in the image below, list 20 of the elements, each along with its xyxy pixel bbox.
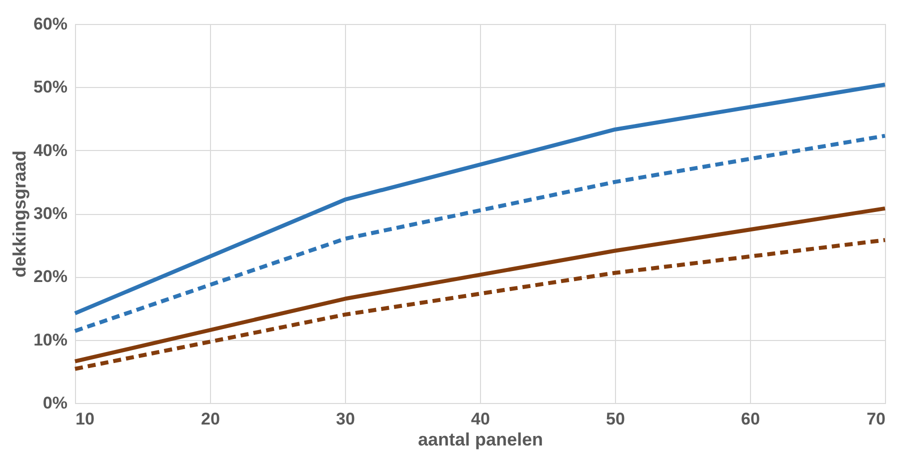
y-tick-label: 60% <box>33 14 68 34</box>
x-tick-label: 50 <box>606 410 625 428</box>
y-tick-label: 0% <box>42 394 68 412</box>
y-axis-title: dekkingsgraad <box>9 150 30 278</box>
x-tick-label: 20 <box>201 410 220 428</box>
line-series <box>73 238 887 371</box>
line-series <box>73 82 887 316</box>
line-series <box>73 134 887 333</box>
y-tick-label: 20% <box>33 267 68 286</box>
x-tick-label: 60 <box>741 410 760 428</box>
x-tick-label: 40 <box>471 410 490 428</box>
x-axis-title: aantal panelen <box>418 430 544 450</box>
line-series <box>73 206 887 364</box>
x-tick-label: 70 <box>866 410 886 428</box>
x-tick-label: 30 <box>336 410 355 428</box>
y-tick-label: 30% <box>33 204 68 223</box>
y-tick-label: 50% <box>33 78 68 97</box>
x-tick-label: 10 <box>76 410 94 428</box>
y-tick-label: 40% <box>33 140 68 160</box>
y-tick-label: 10% <box>33 330 68 350</box>
